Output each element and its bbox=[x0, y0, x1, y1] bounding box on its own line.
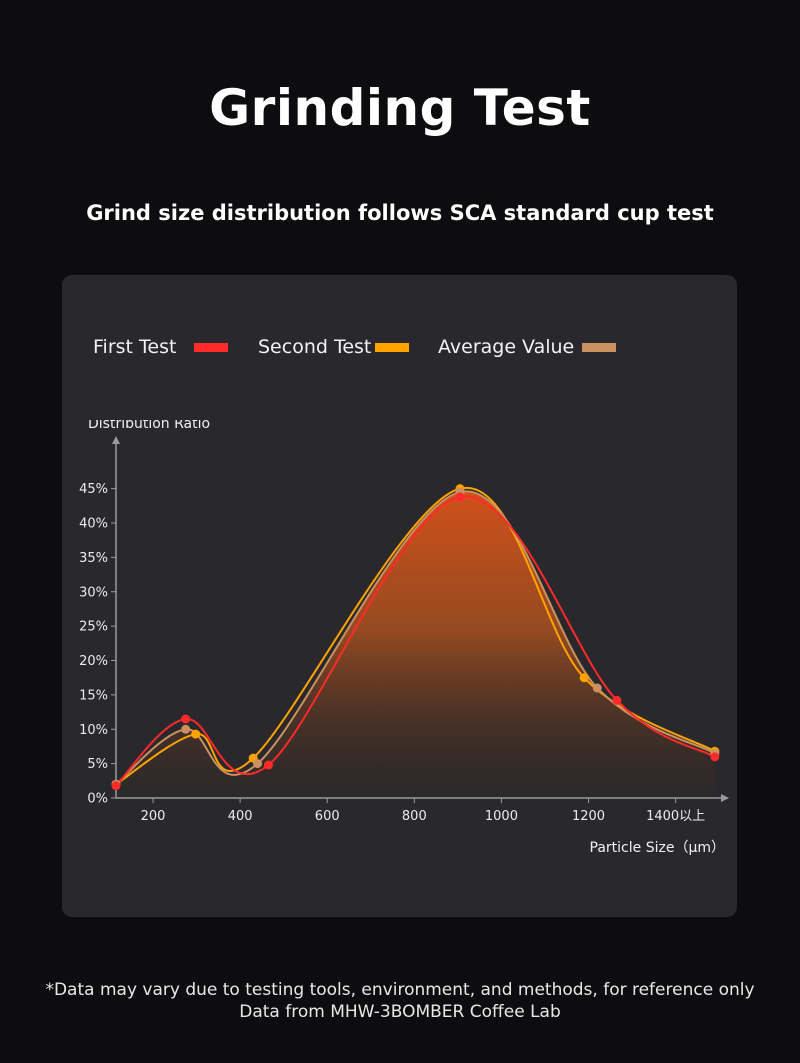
y-axis-title: Distribution Ratio bbox=[88, 420, 210, 432]
data-point-first-test bbox=[263, 760, 273, 770]
y-tick-label: 35% bbox=[79, 551, 108, 566]
footer-note: *Data may vary due to testing tools, env… bbox=[45, 980, 755, 1000]
page-title: Grinding Test bbox=[209, 79, 591, 137]
legend-swatch-second-test bbox=[375, 342, 410, 352]
y-tick-label: 25% bbox=[79, 620, 108, 635]
data-point-first-test bbox=[710, 752, 720, 762]
x-tick-label: 200 bbox=[141, 809, 166, 824]
y-tick-label: 40% bbox=[79, 517, 108, 532]
legend-average-value: Average Value bbox=[438, 334, 617, 360]
data-point-first-test bbox=[181, 714, 191, 724]
legend-first-test: First Test bbox=[93, 334, 229, 360]
data-point-average-value bbox=[253, 759, 263, 769]
y-tick-label: 30% bbox=[79, 585, 108, 600]
x-axis-arrow bbox=[721, 794, 729, 802]
data-point-second-test bbox=[191, 729, 201, 739]
data-point-second-test bbox=[579, 673, 589, 683]
x-tick-label: 1000 bbox=[485, 809, 518, 824]
x-tick-label: 1200 bbox=[572, 809, 605, 824]
x-tick-label: 800 bbox=[402, 809, 427, 824]
page-subtitle: Grind size distribution follows SCA stan… bbox=[86, 201, 714, 225]
y-tick-label: 15% bbox=[79, 688, 108, 703]
legend-second-test: Second Test bbox=[258, 334, 410, 360]
distribution-chart: 0% 5% 10% 15% 20% 25% 30% 35% 40% 45% 200 400 600 800… bbox=[79, 420, 729, 856]
footer-source: Data from MHW-3BOMBER Coffee Lab bbox=[239, 1002, 561, 1022]
x-tick-label: 600 bbox=[315, 809, 340, 824]
y-tick-label: 45% bbox=[79, 482, 108, 497]
y-tick-label: 20% bbox=[79, 654, 108, 669]
legend-label-second-test: Second Test bbox=[258, 336, 372, 358]
legend-label-average-value: Average Value bbox=[438, 336, 575, 358]
data-point-first-test bbox=[111, 781, 121, 791]
data-point-average-value bbox=[181, 724, 191, 734]
y-tick-label: 10% bbox=[79, 723, 108, 738]
data-point-average-value bbox=[592, 683, 602, 693]
distribution-area bbox=[116, 491, 715, 798]
y-tick-label: 5% bbox=[87, 757, 108, 772]
data-point-first-test bbox=[455, 492, 465, 502]
x-tick-label: 400 bbox=[228, 809, 253, 824]
legend-label-first-test: First Test bbox=[93, 336, 177, 358]
data-point-first-test bbox=[612, 695, 622, 705]
y-tick-label: 0% bbox=[87, 792, 108, 807]
legend-swatch-average-value bbox=[582, 342, 617, 352]
x-axis-title: Particle Size（μm） bbox=[590, 840, 725, 856]
y-axis-arrow bbox=[112, 436, 120, 444]
x-tick-label: 1400以上 bbox=[646, 809, 705, 824]
legend-swatch-first-test bbox=[194, 342, 229, 352]
